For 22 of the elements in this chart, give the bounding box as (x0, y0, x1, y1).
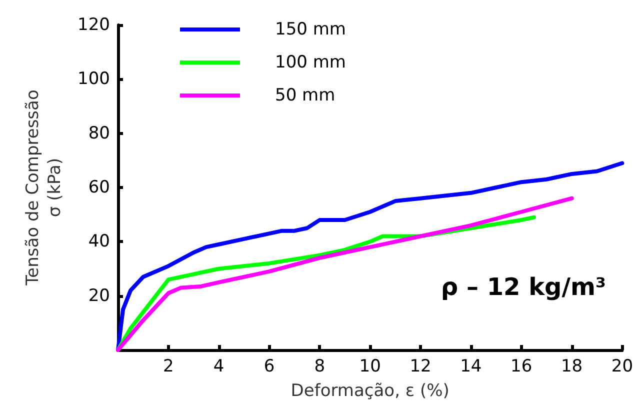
x-tick-label: 10 (359, 356, 381, 376)
x-tick-label: 6 (264, 356, 275, 376)
legend-label: 50 mm (275, 86, 336, 106)
y-axis-title: Tensão de Compressão σ (kPa) (23, 90, 65, 286)
y-tick-label: 60 (88, 178, 110, 198)
legend-label: 150 mm (275, 20, 346, 40)
legend-label: 100 mm (275, 52, 346, 72)
x-tick-label: 2 (163, 356, 174, 376)
y-tick-label: 80 (88, 123, 110, 144)
x-tick-label: 18 (560, 356, 583, 376)
y-tick-label: 20 (88, 286, 110, 306)
x-tick-label: 14 (460, 356, 482, 376)
annotation: ρ – 12 kg/m³ (440, 273, 606, 301)
y-tick-label: 120 (78, 15, 110, 35)
x-tick-label: 4 (213, 356, 224, 376)
x-axis-title: Deformação, ε (%) (290, 380, 450, 401)
x-tick-label: 12 (410, 356, 432, 376)
y-tick-label: 100 (78, 69, 110, 90)
x-tick-label: 16 (510, 356, 532, 376)
x-tick-label: 8 (314, 356, 326, 376)
x-tick-label: 20 (611, 356, 634, 376)
y-tick-label: 40 (88, 232, 110, 252)
